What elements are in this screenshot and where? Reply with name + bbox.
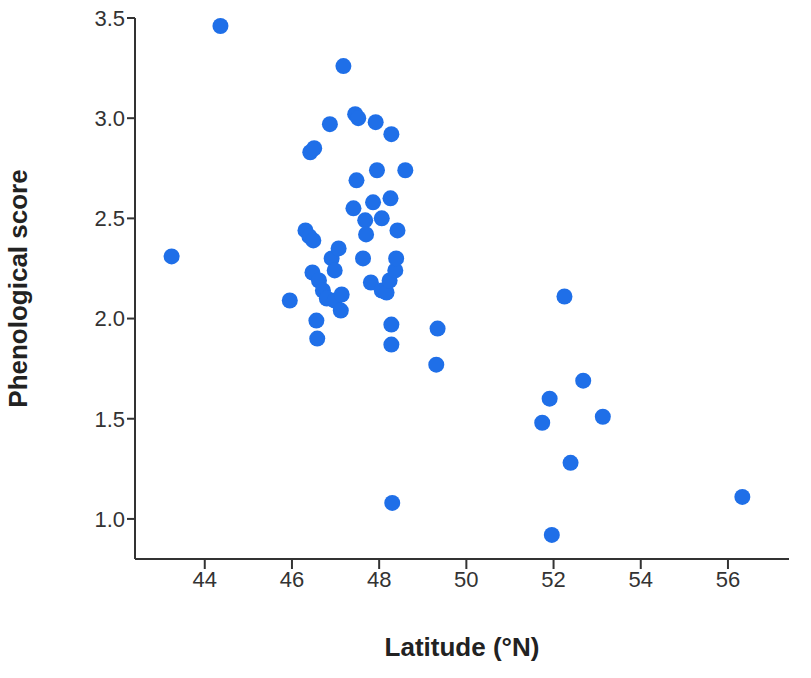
svg-text:2.0: 2.0 [94, 306, 125, 331]
svg-text:54: 54 [629, 567, 653, 592]
svg-text:52: 52 [541, 567, 565, 592]
svg-text:1.0: 1.0 [94, 507, 125, 532]
svg-text:50: 50 [454, 567, 478, 592]
svg-text:2.5: 2.5 [94, 206, 125, 231]
svg-text:3.5: 3.5 [94, 6, 125, 31]
svg-text:Phenological score: Phenological score [3, 169, 33, 407]
svg-text:48: 48 [367, 567, 391, 592]
svg-text:Latitude (°N): Latitude (°N) [385, 632, 540, 662]
svg-text:46: 46 [280, 567, 304, 592]
svg-text:3.0: 3.0 [94, 106, 125, 131]
svg-text:1.5: 1.5 [94, 407, 125, 432]
svg-text:56: 56 [716, 567, 740, 592]
svg-text:44: 44 [193, 567, 217, 592]
